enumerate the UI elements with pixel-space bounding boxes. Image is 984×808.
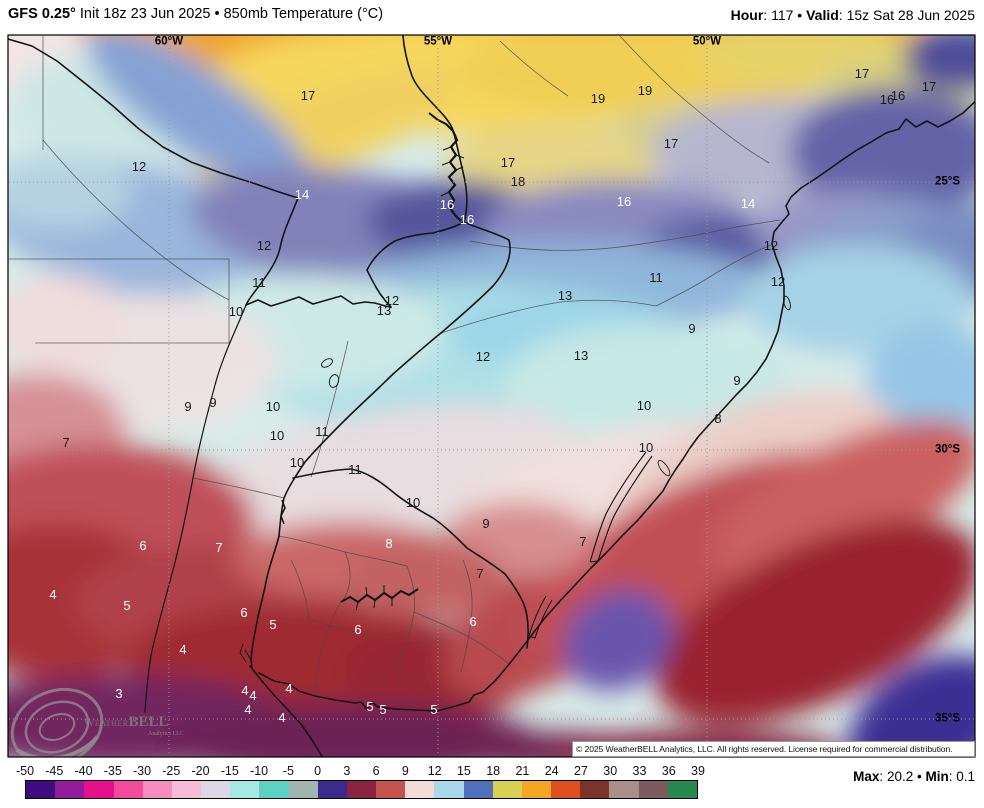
colorbar-segment	[492, 781, 522, 798]
colorbar-segment	[346, 781, 377, 798]
valid-value: 15z Sat 28 Jun 2025	[846, 7, 975, 23]
weatherbell-logo-icon	[10, 687, 104, 757]
colorbar-tick: 12	[427, 764, 442, 778]
colorbar-tick: -15	[220, 764, 239, 778]
colorbar-tick: 0	[314, 764, 322, 778]
colorbar-segment	[580, 781, 610, 798]
colorbar-segment	[142, 781, 172, 798]
colorbar-segment	[171, 781, 202, 798]
state-borders	[8, 35, 781, 701]
min-label: Min	[925, 769, 949, 784]
colorbar-tick: -30	[132, 764, 152, 778]
colorbar-segment	[317, 781, 347, 798]
graticule	[9, 36, 974, 756]
max-value: 20.2	[886, 769, 914, 784]
temperature-map-canvas	[7, 34, 976, 758]
colorbar-tick: 27	[574, 764, 588, 778]
watermark-brand-big: BELL	[128, 714, 169, 730]
colorbar-segment	[667, 781, 697, 798]
copyright-notice: © 2025 WeatherBELL Analytics, LLC. All r…	[572, 741, 975, 757]
max-min-readout: Max: 20.2 • Min: 0.1	[853, 769, 975, 784]
colorbar-tick: 9	[401, 764, 409, 778]
colorbar-segment	[113, 781, 143, 798]
colorbar-segment	[551, 781, 581, 798]
watermark-brand-small: Weather	[84, 717, 129, 729]
colorbar-segment	[376, 781, 406, 798]
colorbar-tick: -40	[74, 764, 93, 778]
colorbar-tick: 3	[343, 764, 351, 778]
colorbar-tick: -10	[250, 764, 269, 778]
colorbar-segment	[521, 781, 552, 798]
colorbar-tick: 36	[661, 764, 676, 778]
colorbar-tick: 24	[544, 764, 559, 778]
colorbar-tick: 15	[456, 764, 471, 778]
colorbar-segment	[434, 781, 464, 798]
colorbar-tick: -20	[191, 764, 210, 778]
colorbar-tick: 18	[486, 764, 501, 778]
colorbar-segment	[609, 781, 639, 798]
colorbar-ticks: -50 -45 -40 -35 -30 -25 -20 -15 -10 -5 0 3 6 9 12 15 18 2…	[0, 762, 984, 778]
colorbar-segment	[288, 781, 318, 798]
map-frame	[7, 34, 976, 758]
lakes-and-reservoirs	[280, 112, 791, 639]
colorbar-tick: -5	[282, 764, 294, 778]
colorbar-tick: 6	[372, 764, 380, 778]
colorbar-segment	[230, 781, 260, 798]
coastline-and-borders	[8, 35, 975, 757]
colorbar-segment	[55, 781, 85, 798]
colorbar	[25, 780, 698, 799]
header-bar: GFS 0.25° Init 18z 23 Jun 2025 • 850mb T…	[0, 0, 984, 34]
model-name: GFS 0.25°	[8, 6, 76, 22]
colorbar-segment	[463, 781, 493, 798]
map-title: GFS 0.25° Init 18z 23 Jun 2025 • 850mb T…	[8, 6, 383, 22]
valid-time: Hour: 117 • Valid: 15z Sat 28 Jun 2025	[730, 7, 975, 23]
colorbar-tick: -50	[15, 764, 35, 778]
colorbar-tick: -45	[45, 764, 64, 778]
colorbar-segment	[638, 781, 668, 798]
colorbar-tick: 33	[632, 764, 647, 778]
title-rest: Init 18z 23 Jun 2025 • 850mb Temperature…	[75, 6, 384, 22]
colorbar-tick: 30	[603, 764, 618, 778]
colorbar-tick: 21	[515, 764, 530, 778]
colorbar-tick: -35	[103, 764, 122, 778]
colorbar-tick: 39	[691, 764, 705, 778]
colorbar-segment	[84, 781, 114, 798]
hour-label: Hour	[730, 7, 764, 23]
temperature-field	[8, 35, 975, 757]
valid-label: Valid	[806, 7, 839, 23]
colorbar-segment	[405, 781, 435, 798]
weatherbell-watermark: WeatherBELL Analytics LLC	[84, 714, 184, 738]
colorbar-tick: -25	[162, 764, 181, 778]
colorbar-segment	[259, 781, 289, 798]
colorbar-segment	[26, 781, 56, 798]
min-value: 0.1	[956, 769, 975, 784]
max-label: Max	[853, 769, 880, 784]
watermark-subtext: Analytics LLC	[148, 731, 184, 737]
colorbar-segment	[201, 781, 231, 798]
hour-value: 117	[771, 7, 794, 23]
